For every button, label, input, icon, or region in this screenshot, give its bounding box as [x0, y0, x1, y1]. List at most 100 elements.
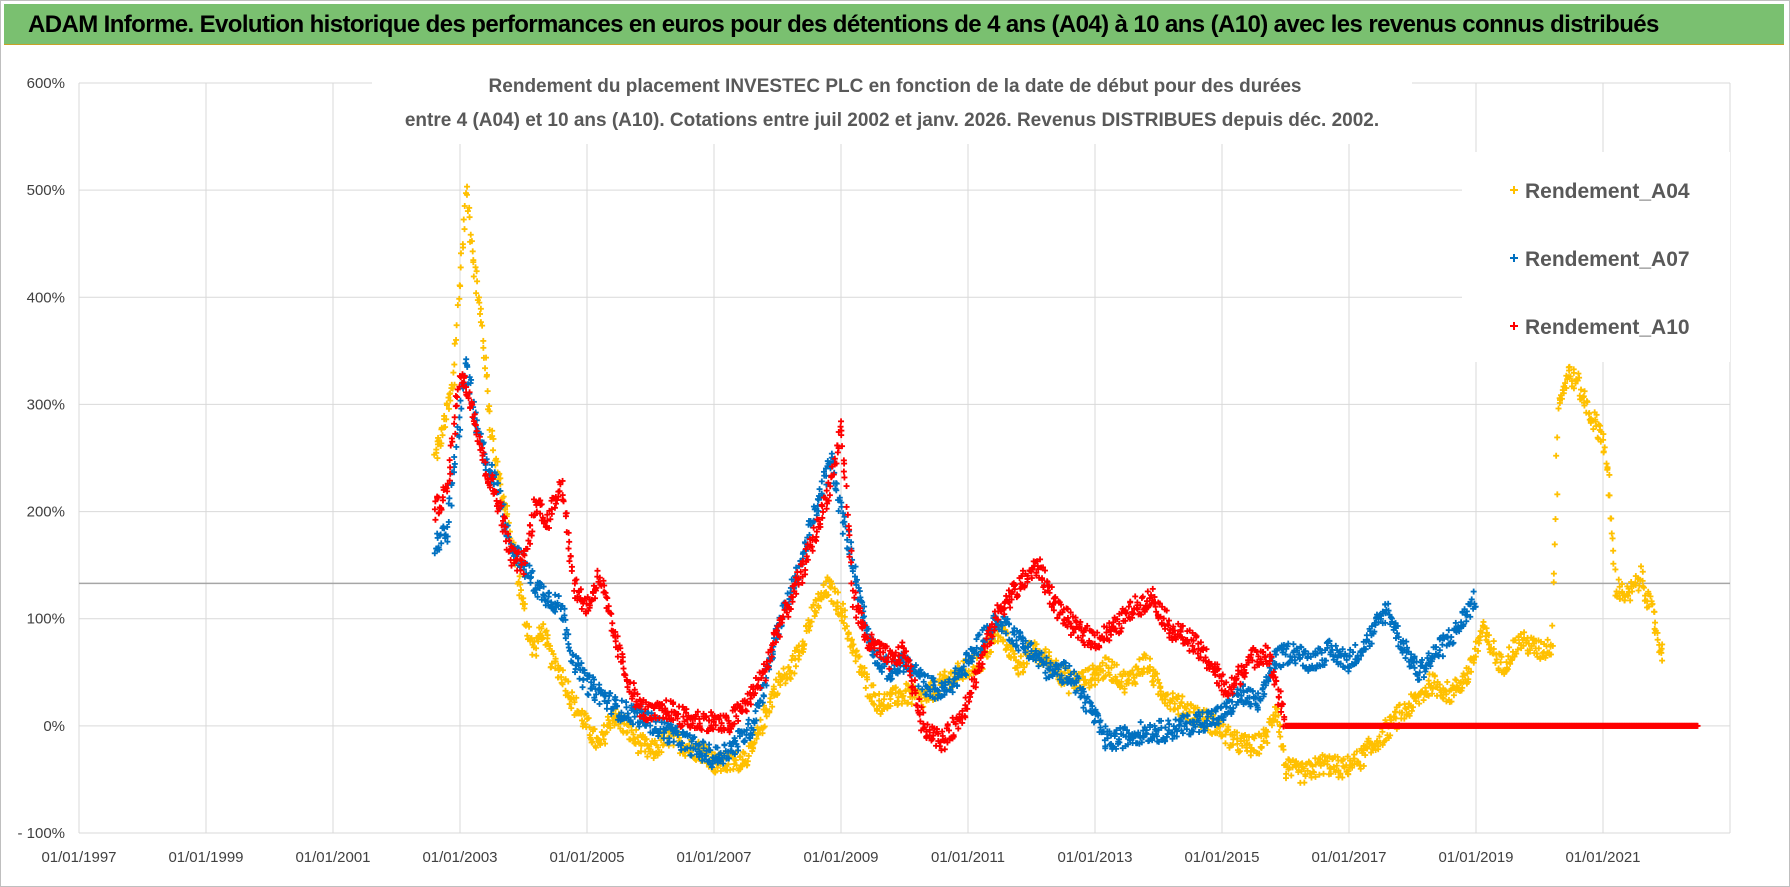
data-point: [768, 708, 771, 715]
data-point: [1565, 372, 1568, 379]
data-point: [940, 680, 943, 687]
data-point: [747, 743, 750, 750]
data-point: [1580, 386, 1582, 393]
data-point: [437, 544, 440, 551]
data-point: [492, 435, 495, 442]
data-point: [530, 574, 532, 581]
data-point: [797, 656, 800, 663]
data-point: [815, 597, 817, 604]
data-point: [789, 596, 792, 603]
data-point: [679, 750, 681, 757]
data-point: [1173, 700, 1176, 707]
data-point: [705, 752, 707, 759]
data-point: [1295, 758, 1298, 765]
data-point: [1507, 653, 1510, 660]
data-point: [640, 742, 643, 749]
data-point: [700, 743, 703, 750]
data-point: [534, 589, 537, 596]
data-point: [718, 751, 721, 758]
data-point: [1582, 393, 1585, 400]
data-point: [776, 690, 779, 697]
data-point: [1621, 580, 1623, 587]
data-point: [1090, 676, 1093, 683]
data-point: [592, 681, 595, 688]
data-point: [777, 670, 780, 677]
data-point: [809, 518, 812, 525]
data-point: [1467, 665, 1470, 672]
data-point: [554, 591, 557, 598]
data-point: [886, 705, 889, 712]
data-point: [494, 462, 497, 469]
data-point: [1283, 762, 1286, 769]
data-point: [1122, 668, 1125, 675]
data-point: [1497, 665, 1500, 672]
data-point: [1279, 722, 1281, 729]
data-point: [818, 492, 820, 499]
data-point: [780, 623, 783, 630]
data-point: [1047, 653, 1050, 660]
data-point: [716, 744, 719, 751]
data-point: [571, 659, 574, 666]
data-point: [1586, 398, 1589, 405]
data-point: [460, 405, 463, 412]
data-point: [665, 724, 668, 731]
data-point: [798, 652, 801, 659]
data-point: [1044, 646, 1047, 653]
data-point: [650, 741, 652, 748]
data-point: [894, 684, 897, 691]
data-point: [713, 757, 716, 764]
data-point: [637, 738, 640, 745]
data-point: [542, 583, 545, 590]
data-point: [551, 660, 553, 667]
data-point: [1262, 730, 1265, 737]
data-point: [1123, 689, 1126, 696]
data-point: [817, 508, 820, 515]
data-point: [1013, 654, 1015, 661]
data-point: [870, 698, 873, 705]
data-point: [1038, 660, 1041, 667]
data-point: [751, 731, 754, 738]
data-point: [1450, 698, 1453, 705]
data-point: [1389, 732, 1392, 739]
data-point: [1562, 390, 1565, 397]
data-point: [920, 698, 923, 705]
data-point: [1121, 673, 1124, 680]
data-point: [718, 758, 721, 765]
data-point: [591, 685, 593, 692]
data-point: [1123, 685, 1126, 692]
data-point: [1436, 678, 1439, 685]
data-point: [602, 736, 605, 743]
data-point: [540, 581, 543, 588]
data-point: [1135, 663, 1138, 670]
data-point: [855, 581, 858, 588]
data-point: [1646, 598, 1649, 605]
data-point: [1492, 645, 1495, 652]
data-point: [825, 481, 828, 488]
data-point: [1357, 758, 1360, 765]
data-point: [1111, 658, 1114, 665]
data-point: [1550, 651, 1552, 658]
data-point: [739, 762, 742, 769]
data-point: [1370, 749, 1372, 756]
data-point: [830, 578, 832, 585]
data-point: [735, 762, 738, 769]
data-point: [758, 702, 761, 709]
data-point: [993, 631, 995, 638]
data-point: [647, 745, 650, 752]
data-point: [1110, 664, 1113, 671]
data-point: [1474, 645, 1476, 652]
data-point: [1585, 409, 1588, 416]
data-point: [1046, 655, 1049, 662]
data-point: [927, 696, 930, 703]
data-point: [705, 743, 708, 750]
data-point: [438, 532, 441, 539]
data-point: [658, 730, 660, 737]
data-point: [472, 273, 475, 280]
data-point: [735, 749, 738, 756]
data-point: [1479, 633, 1481, 640]
data-point: [1216, 730, 1219, 737]
data-point: [447, 500, 450, 507]
data-point: [1353, 751, 1356, 758]
data-point: [634, 740, 637, 747]
data-point: [518, 592, 521, 599]
